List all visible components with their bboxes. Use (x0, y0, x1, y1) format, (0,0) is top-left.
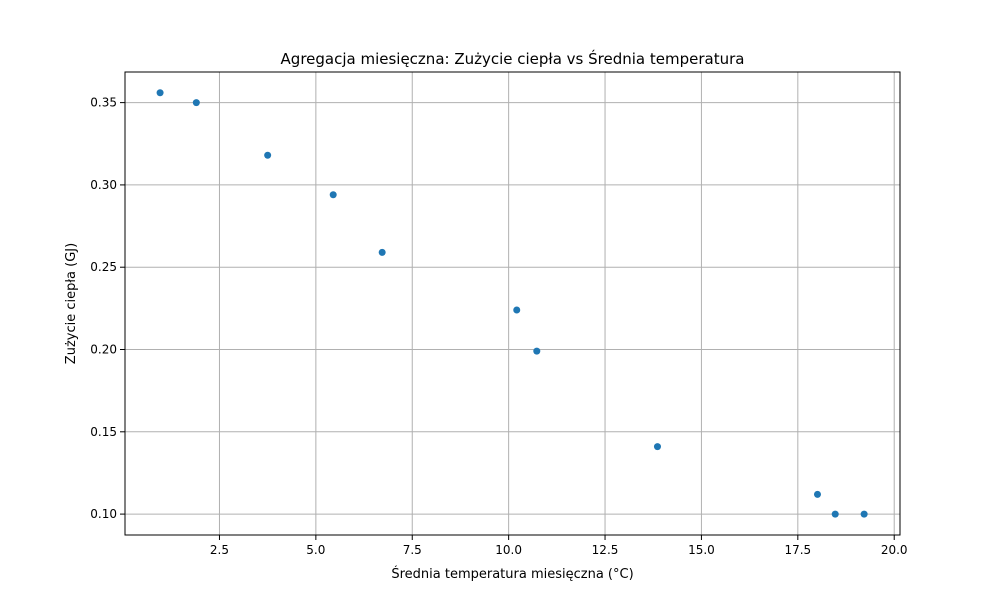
x-tick-label: 2.5 (210, 543, 229, 557)
y-tick-label: 0.25 (90, 260, 117, 274)
y-tick-label: 0.30 (90, 178, 117, 192)
data-point (513, 306, 521, 314)
axis-ticks: 2.5 5.0 7.5 10.0 12.5 15.0 17.5 20.0 0.10 0.15 0.2… (90, 96, 907, 557)
y-tick-label: 0.20 (90, 343, 117, 357)
data-point (813, 490, 821, 498)
y-tick-label: 0.35 (90, 96, 117, 110)
data-point (192, 99, 200, 107)
x-tick-label: 20.0 (881, 543, 908, 557)
y-axis-label: Zużycie ciepła (GJ) (64, 243, 79, 364)
x-tick-label: 17.5 (784, 543, 811, 557)
x-tick-label: 7.5 (403, 543, 422, 557)
x-tick-label: 5.0 (306, 543, 325, 557)
x-tick-label: 12.5 (592, 543, 619, 557)
x-tick-label: 10.0 (495, 543, 522, 557)
chart-title: Agregacja miesięczna: Zużycie ciepła vs … (281, 49, 745, 68)
data-points (156, 89, 868, 518)
data-point (860, 510, 868, 518)
data-point (329, 191, 337, 199)
grid-lines (125, 72, 900, 535)
y-tick-label: 0.10 (90, 507, 117, 521)
data-point (831, 510, 839, 518)
x-tick-label: 15.0 (688, 543, 715, 557)
x-axis-label: Średnia temperatura miesięczna (°C) (391, 566, 633, 582)
data-point (533, 347, 541, 355)
data-point (653, 443, 661, 451)
plot-frame (124, 71, 901, 536)
data-point (378, 248, 386, 256)
data-point (156, 89, 164, 97)
data-point (264, 151, 272, 159)
y-tick-label: 0.15 (90, 425, 117, 439)
